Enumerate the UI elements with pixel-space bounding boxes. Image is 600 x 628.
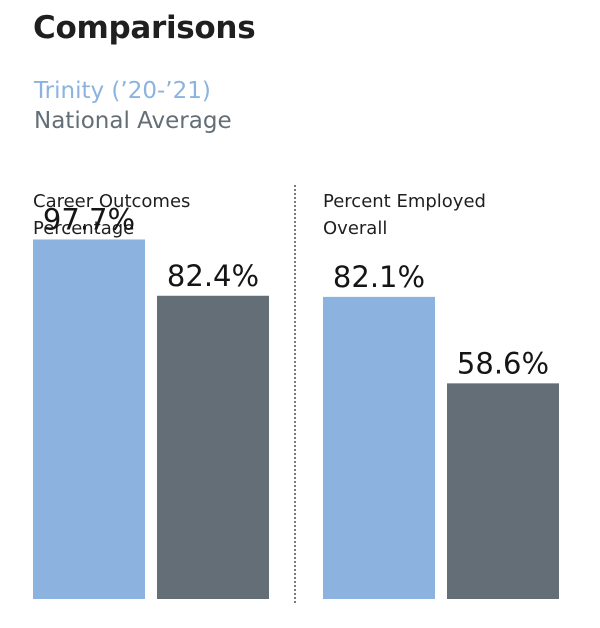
legend-item-trinity: Trinity (’20-’21) xyxy=(34,78,211,104)
data-label-trinity-career-outcomes: 97.7% xyxy=(43,202,135,236)
page-title: Comparisons xyxy=(33,10,256,46)
bar-trinity-career-outcomes xyxy=(33,239,145,600)
data-label-national-average-percent-employed: 58.6% xyxy=(457,346,549,380)
category-label-career-outcomes: Career Outcomes Percentage xyxy=(33,191,191,239)
data-label-national-average-career-outcomes: 82.4% xyxy=(167,259,259,293)
category-label-percent-employed: Percent Employed Overall xyxy=(323,191,486,239)
bar-national-average-percent-employed xyxy=(447,383,559,599)
bar-national-average-career-outcomes xyxy=(157,295,269,599)
group-divider xyxy=(294,185,296,603)
bar-trinity-percent-employed xyxy=(323,296,435,599)
data-label-trinity-percent-employed: 82.1% xyxy=(333,260,425,294)
legend-item-national-average: National Average xyxy=(34,108,232,134)
